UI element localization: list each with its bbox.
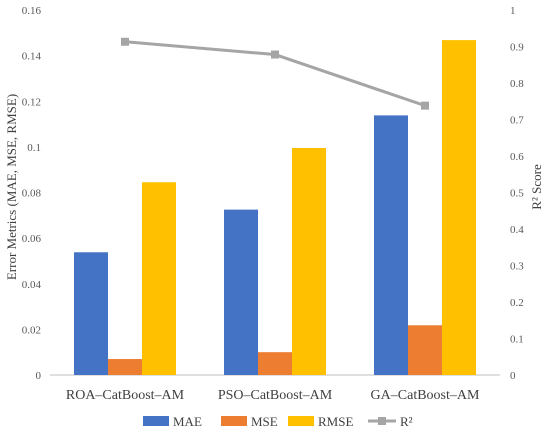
right-tick-label: 0.9: [510, 42, 524, 54]
bar-mae-0: [74, 252, 108, 375]
right-tick-label: 0.2: [510, 297, 524, 309]
right-tick-label: 0.5: [510, 188, 524, 200]
left-tick-label: 0.04: [22, 279, 42, 291]
left-tick-label: 0.06: [22, 233, 42, 245]
right-tick-label: 0.8: [510, 78, 524, 90]
left-tick-label: 0.02: [22, 324, 41, 336]
bar-mae-1: [224, 209, 258, 375]
left-tick-label: 0.14: [22, 51, 42, 63]
right-tick-label: 0.3: [510, 261, 524, 273]
bar-rmse-0: [142, 182, 176, 375]
left-tick-label: 0.08: [22, 188, 42, 200]
bars-layer: [74, 40, 476, 376]
bar-mse-0: [108, 359, 142, 375]
category-labels: ROA–CatBoost–AM PSO–CatBoost–AM GA–CatBoos…: [66, 388, 480, 403]
legend-label-r: R²: [400, 414, 413, 429]
left-axis-ticks: 0 0.02 0.04 0.06 0.08 0.1 0.12 0.14 0.16: [22, 5, 42, 382]
legend-swatch-rmse: [288, 416, 314, 426]
left-tick-label: 0.1: [27, 142, 41, 154]
right-tick-label: 0.4: [510, 224, 524, 236]
right-tick-label: 1: [510, 5, 516, 17]
category-label: GA–CatBoost–AM: [371, 388, 480, 403]
left-tick-label: 0.12: [22, 96, 41, 108]
right-tick-label: 0.1: [510, 334, 524, 346]
legend-label-mse: MSE: [251, 414, 278, 429]
category-label: ROA–CatBoost–AM: [66, 388, 185, 403]
r2-marker-0: [121, 37, 129, 46]
bar-rmse-1: [292, 148, 326, 375]
left-tick-label: 0: [36, 370, 42, 382]
r2-line-layer: [121, 37, 429, 110]
bar-mse-2: [408, 325, 442, 375]
right-axis-title: R² Score: [529, 164, 544, 210]
right-tick-label: 0.7: [510, 115, 524, 127]
category-label: PSO–CatBoost–AM: [218, 388, 333, 403]
left-axis-title: Error Metrics (MAE, MSE, RMSE): [4, 94, 19, 280]
right-axis-ticks: 0 0.1 0.2 0.3 0.4 0.5 0.6 0.7 0.8 0.9 1: [510, 5, 524, 382]
legend-swatch-mse: [221, 416, 247, 426]
bar-mse-1: [258, 352, 292, 375]
legend-swatch-mae: [143, 416, 169, 426]
r2-marker-1: [271, 50, 279, 59]
r2-marker-2: [421, 101, 429, 110]
legend: MAE MSE RMSE R²: [143, 414, 413, 429]
bar-mae-2: [374, 115, 408, 376]
bar-rmse-2: [442, 40, 476, 376]
right-tick-label: 0: [510, 370, 516, 382]
legend-swatch-r-marker: [378, 417, 386, 425]
left-tick-label: 0.16: [22, 5, 42, 17]
legend-label-rmse: RMSE: [318, 414, 353, 429]
legend-label-mae: MAE: [173, 414, 202, 429]
right-tick-label: 0.6: [510, 151, 524, 163]
